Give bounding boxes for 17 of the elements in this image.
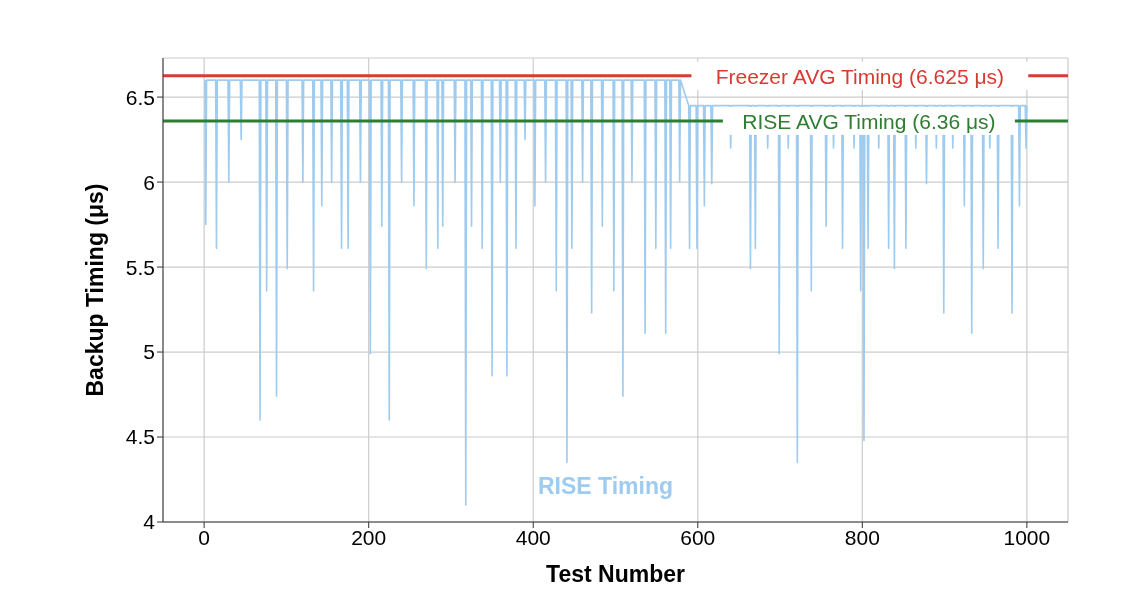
y-tick-label: 6.5: [125, 85, 155, 109]
ref-line-label: Freezer AVG Timing (6.625 μs): [715, 64, 1005, 88]
x-tick-label: 1000: [1003, 525, 1051, 549]
y-tick-label: 5: [143, 340, 155, 364]
ref-line-label: RISE AVG Timing (6.36 μs): [742, 109, 996, 133]
y-axis-title: Backup Timing (μs): [82, 183, 109, 397]
x-tick-label: 800: [844, 525, 880, 549]
y-tick-label: 4.5: [125, 425, 155, 449]
x-tick-label: 600: [680, 525, 716, 549]
y-tick-label: 6: [143, 170, 155, 194]
y-tick-label: 4: [143, 510, 156, 534]
x-tick-label: 200: [351, 525, 387, 549]
series-label: RISE Timing: [538, 473, 674, 500]
y-tick-label: 5.5: [125, 255, 155, 279]
x-tick-label: 0: [198, 525, 210, 549]
x-axis-title: Test Number: [546, 561, 685, 588]
x-tick-label: 400: [515, 525, 551, 549]
